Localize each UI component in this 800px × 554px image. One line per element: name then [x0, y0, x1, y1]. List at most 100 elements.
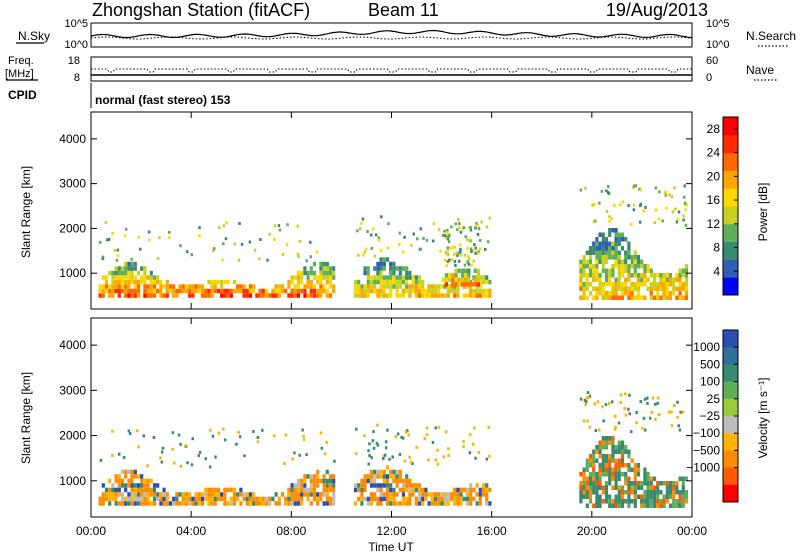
echo-cell [662, 291, 666, 296]
echo-cell [293, 451, 296, 455]
echo-cell [608, 273, 612, 278]
echo-cell [401, 250, 405, 254]
echo-cell [140, 275, 144, 280]
echo-cell [579, 277, 583, 282]
echo-cell [611, 286, 615, 291]
echo-cell [646, 286, 650, 291]
echo-cell [630, 264, 634, 269]
echo-cell [369, 279, 374, 285]
echo-cell [633, 472, 637, 477]
echo-cell [405, 478, 409, 484]
echo-cell [316, 469, 320, 475]
echo-cell [654, 186, 658, 190]
echo-cell [436, 462, 440, 466]
echo-cell [440, 501, 444, 506]
echo-cell [204, 492, 208, 497]
echo-cell [212, 249, 215, 253]
echo-cell [116, 254, 120, 258]
echo-cell [379, 469, 383, 475]
echo-cell [248, 501, 253, 506]
echo-cell [611, 454, 615, 459]
echo-cell [444, 282, 448, 287]
echo-cell [677, 210, 681, 214]
echo-cell [312, 284, 317, 289]
echo-cell [213, 288, 217, 294]
echo-cell [643, 472, 647, 477]
echo-cell [582, 273, 586, 278]
echo-cell [656, 490, 660, 495]
echo-cell [130, 275, 134, 280]
echo-cell [640, 295, 644, 300]
date-label: 19/Aug/2013 [606, 0, 708, 20]
echo-cell [226, 501, 230, 506]
echo-cell [604, 403, 608, 407]
echo-cell [325, 492, 329, 497]
echo-cell [608, 436, 612, 441]
echo-cell [453, 252, 456, 256]
echo-cell [582, 255, 586, 260]
echo-cell [405, 483, 409, 488]
echo-cell [133, 284, 137, 289]
echo-cell [601, 463, 605, 468]
echo-cell [325, 483, 329, 488]
echo-cell [379, 288, 383, 294]
echo-cell [444, 273, 448, 278]
nave-label: Nave [746, 63, 774, 77]
echo-cell [179, 464, 183, 468]
echo-cell [369, 284, 374, 289]
echo-cell [255, 496, 259, 502]
echo-cell [457, 282, 461, 287]
echo-cell [668, 295, 673, 300]
echo-cell [120, 266, 125, 271]
echo-cell [385, 284, 390, 289]
echo-cell [184, 288, 189, 294]
echo-cell [672, 286, 676, 291]
echo-cell [388, 457, 391, 461]
echo-cell [146, 464, 149, 468]
echo-cell [648, 416, 652, 420]
echo-cell [453, 492, 457, 497]
echo-cell [386, 246, 390, 250]
echo-cell [421, 293, 425, 298]
echo-cell [200, 284, 205, 289]
echo-cell [640, 273, 644, 278]
echo-cell [598, 467, 602, 472]
echo-cell [408, 478, 412, 484]
echo-cell [611, 503, 615, 508]
echo-cell [374, 233, 378, 237]
echo-cell [382, 474, 386, 479]
echo-cell [608, 458, 612, 463]
echo-cell [614, 237, 618, 242]
echo-cell [301, 428, 304, 432]
echo-cell [617, 449, 621, 454]
echo-cell [312, 487, 317, 493]
echo-cell [371, 439, 375, 443]
echo-cell [679, 410, 682, 414]
echo-cell [117, 492, 121, 497]
echo-cell [656, 499, 660, 504]
echo-cell [681, 282, 685, 287]
echo-cell [417, 496, 422, 502]
echo-cell [444, 430, 448, 434]
echo-cell [639, 188, 642, 192]
echo-cell [592, 220, 596, 224]
echo-cell [579, 264, 583, 269]
echo-cell [633, 481, 637, 486]
echo-cell [281, 252, 285, 256]
echo-cell [143, 270, 147, 276]
echo-cell [207, 279, 211, 285]
echo-cell [319, 284, 323, 289]
colorbar-tick-label: −25 [700, 409, 721, 423]
echo-cell [146, 483, 150, 488]
echo-cell [236, 496, 240, 502]
echo-cell [300, 487, 304, 493]
echo-cell [477, 250, 480, 254]
echo-cell [414, 275, 418, 280]
echo-cell [592, 273, 596, 278]
echo-cell [274, 293, 278, 298]
echo-cell [592, 485, 596, 490]
echo-cell [108, 288, 112, 294]
echo-cell [478, 275, 482, 280]
echo-cell [678, 494, 682, 499]
